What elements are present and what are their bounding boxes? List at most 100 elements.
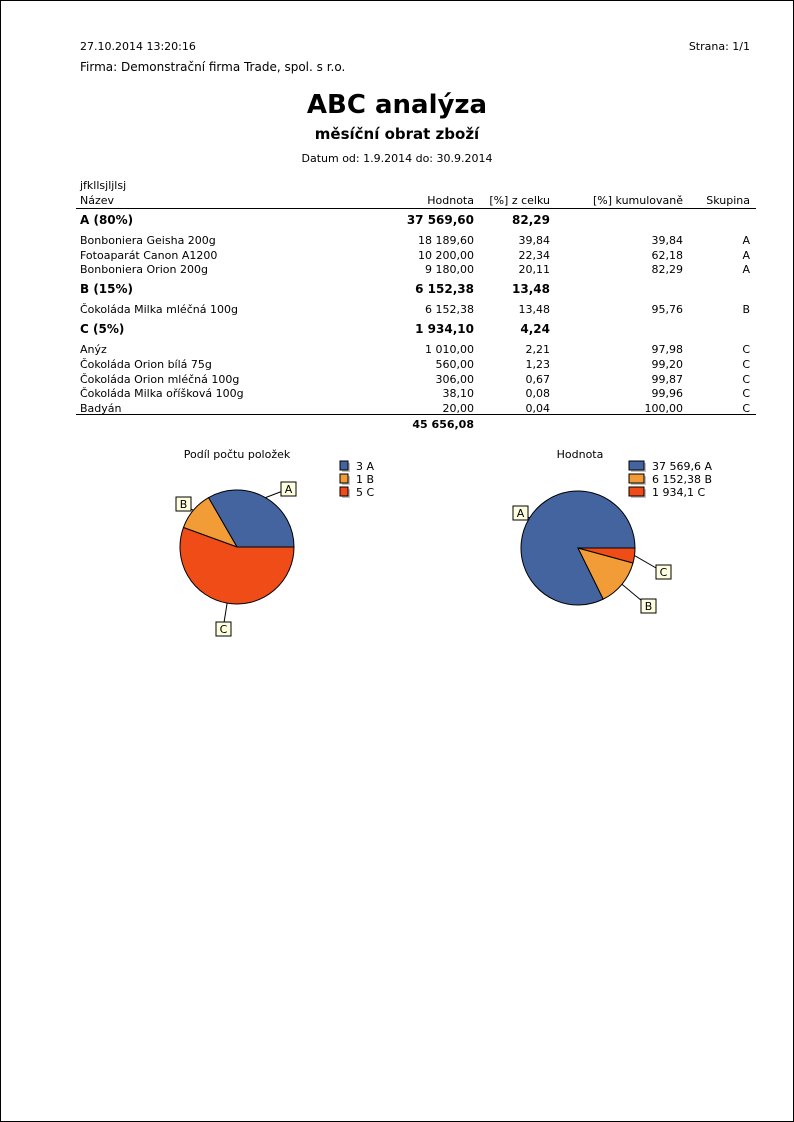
column-header: Hodnota [427, 194, 474, 207]
legend-entry: 3 A [356, 460, 374, 473]
column-header: [%] kumulovaně [593, 194, 683, 207]
legend-swatch [339, 486, 349, 497]
item-percent: 0,08 [525, 387, 551, 401]
total-rule [76, 414, 756, 415]
item-name: Čokoláda Orion mléčná 100g [80, 372, 240, 386]
item-value: 1 010,00 [425, 343, 474, 357]
column-header: [%] z celku [489, 194, 550, 207]
item-cumulative: 82,29 [651, 263, 684, 277]
group-percent: 4,24 [520, 322, 550, 337]
page-number: Strana: 1/1 [688, 40, 750, 53]
group-value: 6 152,38 [415, 282, 474, 297]
legend-swatch [628, 460, 645, 471]
date-range: Datum od: 1.9.2014 do: 30.9.2014 [301, 152, 493, 165]
item-percent: 13,48 [518, 303, 551, 317]
item-group: C [742, 343, 750, 357]
item-percent: 0,04 [525, 401, 551, 415]
item-cumulative: 99,87 [651, 372, 684, 386]
slice-label: C [660, 566, 668, 579]
slice-label-box [640, 598, 657, 614]
item-cumulative: 99,20 [651, 358, 684, 371]
item-percent: 2,21 [525, 343, 551, 357]
item-value: 18 189,60 [418, 234, 474, 247]
pie-chart-1: Podíl počtu položek A B C 3 A1 B5 C [175, 448, 374, 637]
slice-label-box [215, 621, 232, 637]
item-name: Čokoláda Orion bílá 75g [80, 358, 212, 371]
legend-swatch [628, 473, 645, 484]
item-cumulative: 62,18 [651, 248, 684, 262]
item-percent: 1,23 [525, 358, 551, 371]
slice-label-box [280, 481, 297, 497]
legend-entry: 37 569,6 A [652, 460, 712, 473]
slice-label-box [175, 496, 192, 512]
item-name: Fotoaparát Canon A1200 [80, 248, 218, 262]
item-name: Anýz [80, 343, 107, 357]
legend-entry: 5 C [356, 486, 374, 499]
item-group: A [742, 263, 750, 277]
column-header: Název [80, 194, 115, 207]
slice-label-box [512, 505, 529, 521]
item-cumulative: 99,96 [651, 387, 684, 401]
item-cumulative: 95,76 [651, 303, 684, 317]
group-value: 1 934,10 [415, 322, 474, 337]
slice-label: B [180, 498, 188, 511]
item-value: 306,00 [435, 372, 475, 386]
item-cumulative: 100,00 [644, 401, 684, 415]
item-name: Čokoláda Milka mléčná 100g [80, 303, 238, 317]
item-group: A [742, 234, 750, 247]
legend-entry: 6 152,38 B [652, 473, 712, 486]
item-name: Čokoláda Milka oříšková 100g [80, 387, 244, 401]
item-cumulative: 97,98 [651, 343, 684, 357]
table-caption: jfkllsjljlsj [80, 179, 127, 192]
slice-label: A [285, 483, 293, 496]
legend-swatch [339, 473, 349, 484]
print-datetime: 27.10.2014 13:20:16 [80, 40, 196, 53]
column-header: Skupina [706, 194, 750, 207]
group-label: A (80%) [80, 213, 134, 227]
item-value: 6 152,38 [425, 303, 474, 317]
item-name: Bonboniera Geisha 200g [80, 234, 216, 247]
legend-entry: 1 934,1 C [652, 486, 705, 499]
item-cumulative: 39,84 [651, 234, 684, 247]
item-value: 20,00 [442, 401, 475, 415]
grand-total: 45 656,08 [412, 418, 474, 431]
group-percent: 82,29 [512, 213, 550, 227]
item-value: 560,00 [435, 358, 475, 371]
slice-label: C [220, 623, 228, 636]
item-group: B [742, 303, 750, 317]
item-group: C [742, 358, 750, 371]
pie-slice-A [207, 489, 295, 548]
legend-swatch [628, 486, 645, 497]
report-title: ABC analýza [306, 90, 488, 120]
legend-entry: 1 B [356, 473, 374, 486]
item-percent: 20,11 [518, 263, 551, 277]
item-value: 38,10 [442, 387, 475, 401]
item-name: Badyán [80, 401, 122, 415]
chart-title: Hodnota [557, 448, 604, 461]
item-group: C [742, 372, 750, 386]
chart-title: Podíl počtu položek [184, 448, 291, 461]
pie-slice-A [520, 490, 636, 606]
group-percent: 13,48 [512, 282, 550, 297]
item-value: 10 200,00 [418, 248, 474, 262]
item-percent: 0,67 [525, 372, 551, 386]
company-name: Firma: Demonstrační firma Trade, spol. s… [80, 60, 346, 74]
report-subtitle: měsíční obrat zboží [314, 125, 480, 143]
item-name: Bonboniera Orion 200g [80, 263, 208, 277]
slice-label: A [517, 507, 525, 520]
item-percent: 22,34 [518, 248, 551, 262]
header-rule [76, 208, 756, 209]
item-group: A [742, 248, 750, 262]
pie-chart-2: Hodnota A B C 37 569,6 A6 152,38 B1 934,1 C [512, 448, 712, 614]
charts: Podíl počtu položek A B C 3 A1 B5 C Hodnota A B… [175, 448, 712, 637]
slice-label: B [645, 600, 653, 613]
legend-swatch [339, 460, 349, 471]
group-value: 37 569,60 [406, 213, 474, 227]
group-label: B (15%) [80, 282, 134, 297]
item-value: 9 180,00 [425, 263, 474, 277]
group-label: C (5%) [80, 322, 125, 337]
item-group: C [742, 387, 750, 401]
item-percent: 39,84 [518, 234, 551, 247]
slice-label-box [655, 564, 672, 580]
item-group: C [742, 401, 750, 415]
